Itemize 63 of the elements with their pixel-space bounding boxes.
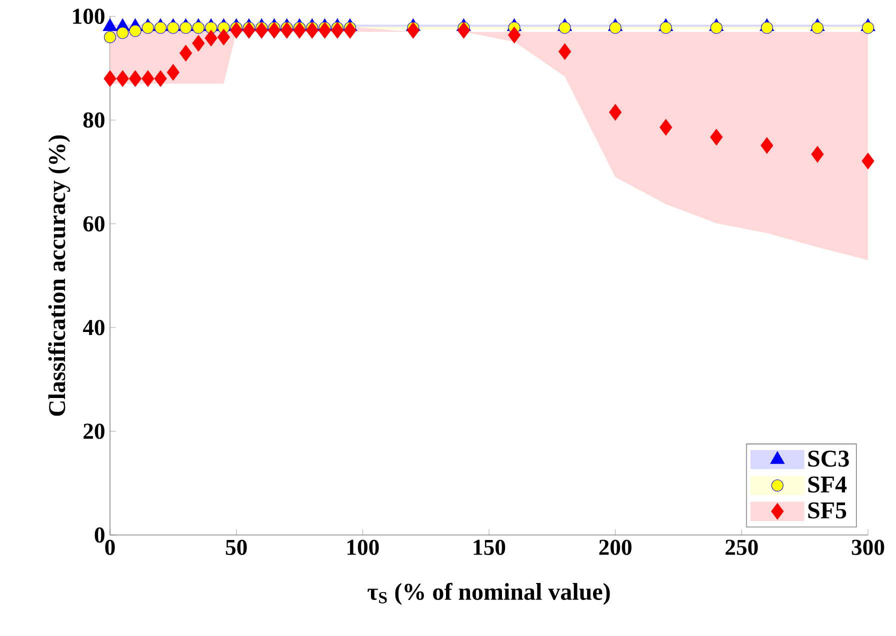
point (268, 22, 281, 39)
point (710, 22, 722, 34)
point (242, 22, 256, 39)
y-tick-label: 100 (73, 8, 104, 24)
y-tick-label: 60 (83, 216, 104, 232)
point (344, 22, 356, 39)
point (862, 22, 874, 34)
point (116, 70, 129, 87)
point (558, 43, 572, 60)
point (217, 28, 230, 46)
point (154, 22, 167, 34)
point (180, 22, 192, 34)
point (116, 26, 129, 39)
x-axis-title: τ$_{S}$ (% of nominal value) (368, 582, 610, 605)
point (318, 22, 332, 39)
point (457, 22, 470, 39)
point (660, 119, 672, 136)
point (204, 30, 218, 46)
point (811, 146, 824, 163)
point (558, 22, 571, 34)
point (166, 64, 180, 81)
y-tick-label: 20 (84, 424, 104, 439)
point (609, 104, 622, 121)
x-tick-label: 50 (226, 540, 247, 556)
point (760, 22, 773, 34)
point (230, 22, 243, 39)
point (104, 31, 116, 44)
point (129, 70, 142, 87)
point (331, 22, 344, 39)
y-axis-title: Classification accuracy (%) (48, 135, 70, 416)
point (811, 22, 824, 34)
y-tick-label: 80 (83, 112, 104, 128)
point (142, 70, 154, 87)
point (760, 137, 774, 154)
point (660, 22, 672, 34)
y-tick-label: 40 (82, 320, 104, 336)
x-tick-label: 200 (599, 540, 632, 556)
point (255, 22, 268, 39)
point (167, 22, 180, 34)
x-tick-label: 300 (852, 540, 884, 556)
point (406, 22, 420, 39)
point (192, 22, 204, 34)
legend-label: SF5 (808, 502, 846, 519)
x-tick-label: 150 (474, 540, 506, 556)
point (192, 35, 205, 52)
point (280, 22, 294, 39)
point (862, 152, 874, 170)
point (293, 22, 306, 39)
point (104, 70, 116, 87)
legend-label: SF4 (808, 476, 847, 493)
point (306, 22, 318, 39)
point (710, 128, 723, 146)
x-tick-label: 250 (726, 540, 758, 556)
y-tick-label: 0 (94, 527, 104, 543)
x-tick-label: 100 (347, 540, 379, 556)
point (609, 22, 622, 34)
legend-label: SC3 (808, 450, 849, 467)
point (508, 26, 521, 44)
x-tick-label: 0 (105, 540, 115, 556)
point (154, 70, 167, 87)
point (142, 22, 154, 34)
point (129, 24, 142, 37)
point (180, 44, 192, 62)
